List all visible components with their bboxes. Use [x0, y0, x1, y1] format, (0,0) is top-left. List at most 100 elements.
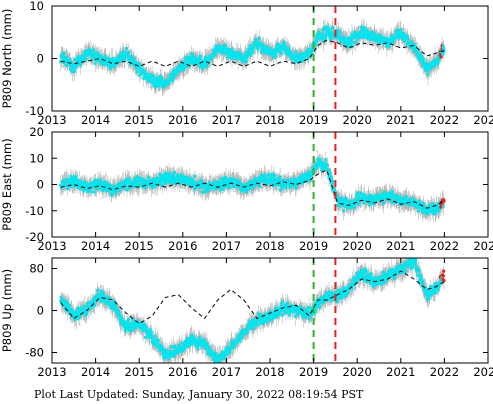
observation-point [158, 172, 162, 176]
y-tick-label: -20 [25, 230, 44, 244]
observation-point [326, 26, 330, 30]
observation-point [422, 57, 426, 62]
observation-point [357, 202, 361, 206]
observation-point [365, 28, 369, 32]
observation-point [132, 185, 136, 189]
observation-point [120, 55, 125, 59]
observation-point [272, 174, 277, 178]
observation-point [90, 190, 94, 194]
observation-point [189, 51, 194, 56]
observation-point [104, 56, 109, 61]
observation-point [254, 38, 258, 42]
x-tick-label: 2020 [343, 239, 372, 253]
observation-points [59, 157, 442, 216]
observation-point [271, 55, 276, 60]
observation-point [82, 188, 86, 193]
observation-point [381, 196, 385, 201]
observation-point [135, 174, 140, 179]
observation-point [171, 175, 175, 179]
panel-3: 2013 2014 2015 2016 2017 2018 2019 2020 2021 2022… [0, 257, 493, 379]
observation-point [256, 47, 260, 51]
observation-point [244, 60, 248, 64]
x-tick-label: 2023 [473, 113, 493, 127]
x-tick-label: 2014 [81, 239, 110, 253]
observation-point [332, 187, 337, 192]
observation-point [153, 82, 158, 86]
observation-point [245, 190, 249, 194]
plot-area [59, 6, 446, 111]
observation-point [283, 41, 287, 45]
observation-point [328, 171, 332, 175]
observation-point [330, 25, 335, 30]
observation-point [167, 81, 171, 86]
x-tick-label: 2015 [125, 113, 154, 127]
recent-observation-points [438, 44, 446, 59]
recent-observation-point [442, 199, 446, 203]
observation-point [325, 163, 329, 167]
observation-point [361, 28, 366, 32]
observation-point [406, 36, 410, 41]
observation-point [138, 64, 142, 68]
x-tick-label: 2013 [37, 239, 66, 253]
observation-point [197, 56, 202, 61]
observation-point [257, 36, 261, 40]
y-tick-label: 20 [29, 125, 44, 139]
observation-point [139, 71, 143, 76]
x-tick-label: 2019 [299, 239, 328, 253]
observation-point [124, 184, 128, 188]
observation-point [171, 78, 175, 83]
observation-point [353, 31, 358, 35]
observation-point [321, 34, 325, 38]
observation-point [142, 76, 146, 81]
observation-point [287, 47, 291, 51]
observation-point [201, 66, 205, 71]
observation-point [257, 184, 262, 188]
observation-point [228, 186, 232, 190]
observation-point [306, 51, 310, 55]
observation-point [171, 76, 175, 80]
observation-point [224, 176, 228, 180]
observation-point [420, 55, 424, 59]
observation-point [230, 47, 234, 51]
observation-point [210, 186, 215, 190]
observation-point [269, 172, 273, 177]
observation-point [111, 60, 115, 64]
y-tick-label: -10 [25, 204, 44, 218]
x-tick-label: 2013 [37, 113, 66, 127]
observation-point [78, 63, 82, 67]
observation-point [187, 55, 191, 59]
observation-point [240, 183, 244, 187]
observation-point [110, 193, 114, 197]
observation-point [336, 32, 340, 36]
x-tick-label: 2016 [168, 113, 197, 127]
observation-point [349, 37, 353, 41]
observation-point [118, 188, 122, 192]
observation-point [181, 63, 185, 67]
observation-point [74, 174, 78, 178]
observation-point [434, 210, 438, 215]
observation-point [382, 201, 386, 205]
observation-point [330, 36, 334, 40]
x-tick-label: 2018 [255, 113, 284, 127]
y-axis-label: P809 North (mm) [0, 9, 14, 109]
x-tick-label: 2014 [81, 113, 110, 127]
observation-point [344, 196, 348, 200]
observation-point [391, 40, 395, 44]
x-tick-label: 2017 [212, 239, 241, 253]
observation-point [416, 209, 421, 213]
observation-point [148, 178, 152, 182]
x-tick-label: 2023 [473, 239, 493, 253]
observation-point [85, 182, 89, 186]
y-axis-label: P809 East (mm) [0, 138, 14, 230]
observation-point [221, 187, 225, 191]
observation-point [322, 39, 326, 43]
observation-point [331, 179, 335, 183]
observation-point [151, 74, 155, 78]
observation-point [268, 46, 272, 50]
observation-point [198, 54, 202, 58]
model-line [60, 169, 445, 209]
observation-point [267, 172, 271, 177]
y-tick-label: 0 [37, 52, 44, 66]
observation-point [345, 39, 349, 43]
